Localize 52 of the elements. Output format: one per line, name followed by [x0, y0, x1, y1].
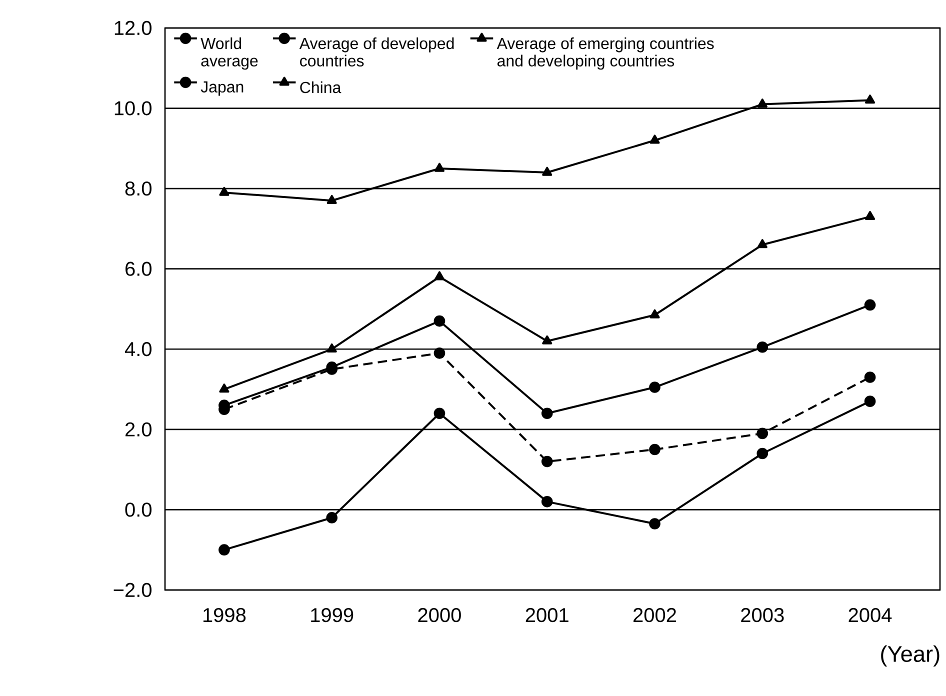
y-tick-label: 4.0: [124, 342, 152, 356]
point: [218, 544, 230, 556]
point: [219, 186, 230, 196]
point: [649, 444, 660, 456]
point: [757, 98, 768, 108]
point: [864, 299, 876, 311]
point: [434, 408, 446, 420]
point: [864, 396, 876, 407]
x-axis-title: (Year): [881, 645, 940, 666]
point: [757, 239, 768, 248]
point: [541, 408, 553, 420]
point: [649, 518, 660, 530]
legend-label: Average of emerging countries and developing countries: [496, 37, 714, 70]
y-tick-label: 0.0: [125, 502, 152, 517]
x-tick-label: 1998: [203, 608, 246, 622]
x-tick-label: 2002: [634, 608, 676, 622]
legend-label: Japan: [200, 81, 244, 96]
y-tick-label: −2.0: [114, 582, 152, 598]
y-tick-label: 6.0: [126, 262, 152, 276]
point: [864, 94, 876, 104]
point: [649, 382, 660, 393]
point: [541, 456, 553, 468]
point: [650, 309, 660, 318]
point: [756, 428, 768, 440]
legend-label: China: [300, 81, 342, 94]
point: [542, 166, 552, 176]
point: [434, 347, 446, 359]
point: [864, 372, 876, 383]
point: [650, 134, 660, 144]
point: [756, 448, 768, 460]
point: [864, 210, 876, 220]
y-tick-label: 2.0: [126, 422, 152, 436]
point: [219, 384, 230, 393]
point: [326, 512, 338, 524]
point: [542, 335, 552, 344]
x-tick-label: 1999: [311, 608, 354, 622]
x-tick-label: 2004: [848, 608, 892, 622]
point: [541, 496, 553, 508]
y-tick-label: 12.0: [114, 20, 152, 36]
point: [756, 341, 768, 353]
point: [326, 343, 337, 352]
point: [434, 315, 446, 327]
x-tick-label: 2003: [741, 608, 784, 622]
x-tick-label: 2000: [418, 608, 461, 622]
y-tick-label: 8.0: [125, 181, 152, 196]
legend-label: World average: [200, 37, 258, 70]
y-tick-label: 10.0: [114, 101, 152, 116]
x-tick-label: 2001: [526, 608, 568, 622]
point: [434, 162, 445, 172]
point: [326, 194, 337, 204]
legend-label: Average of developed countries: [299, 37, 454, 66]
point: [434, 271, 445, 280]
